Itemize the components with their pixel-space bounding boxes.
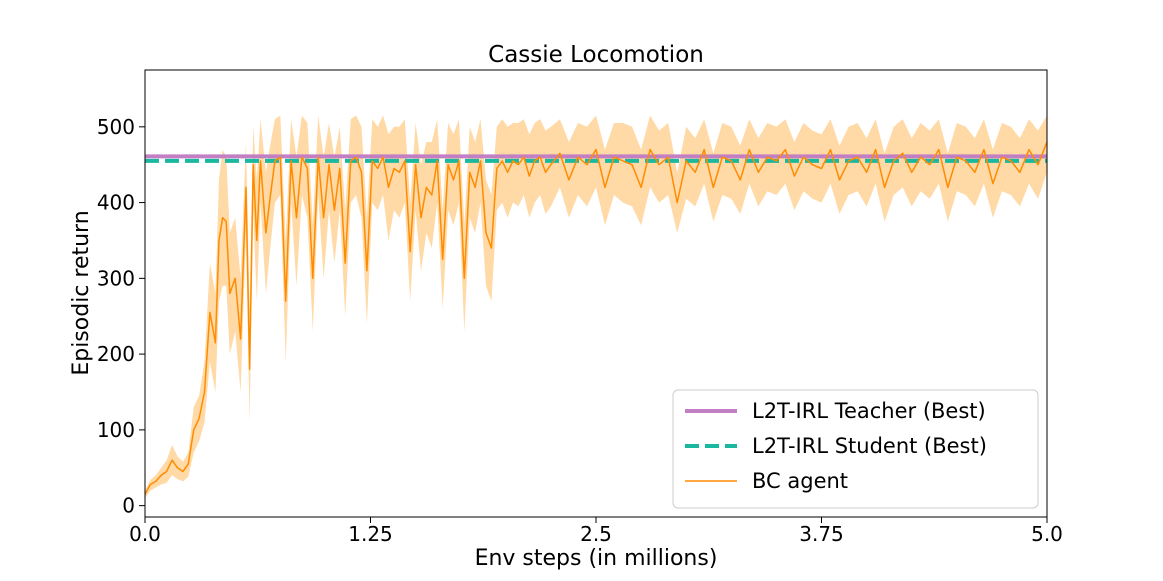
- y-tick-label: 300: [97, 266, 135, 290]
- legend: L2T-IRL Teacher (Best) L2T-IRL Student (…: [672, 389, 1039, 509]
- y-tick-label: 0: [122, 494, 135, 518]
- x-tick-label: 5.0: [1031, 522, 1063, 546]
- legend-teacher-label: L2T-IRL Teacher (Best): [752, 399, 986, 423]
- line-layer: [144, 141, 1048, 495]
- y-tick-label: 200: [97, 342, 135, 366]
- y-tick-label: 400: [97, 191, 135, 215]
- y-tick-label: 500: [97, 115, 135, 139]
- y-axis: 0 100 200 300 400 500: [97, 115, 145, 518]
- y-tick-label: 100: [97, 418, 135, 442]
- x-tick-label: 0.0: [129, 522, 161, 546]
- legend-student-label: L2T-IRL Student (Best): [752, 434, 987, 458]
- x-tick-label: 2.5: [580, 522, 612, 546]
- legend-box: [672, 389, 1039, 509]
- x-tick-label: 1.25: [348, 522, 393, 546]
- x-axis: 0.0 1.25 2.5 3.75 5.0: [129, 517, 1063, 546]
- x-axis-label: Env steps (in millions): [475, 546, 718, 571]
- x-tick-label: 3.75: [799, 522, 844, 546]
- bc-agent-line: [144, 141, 1048, 495]
- y-axis-label: Episodic return: [69, 210, 94, 375]
- chart-title: Cassie Locomotion: [488, 42, 704, 68]
- legend-bc-label: BC agent: [752, 469, 848, 493]
